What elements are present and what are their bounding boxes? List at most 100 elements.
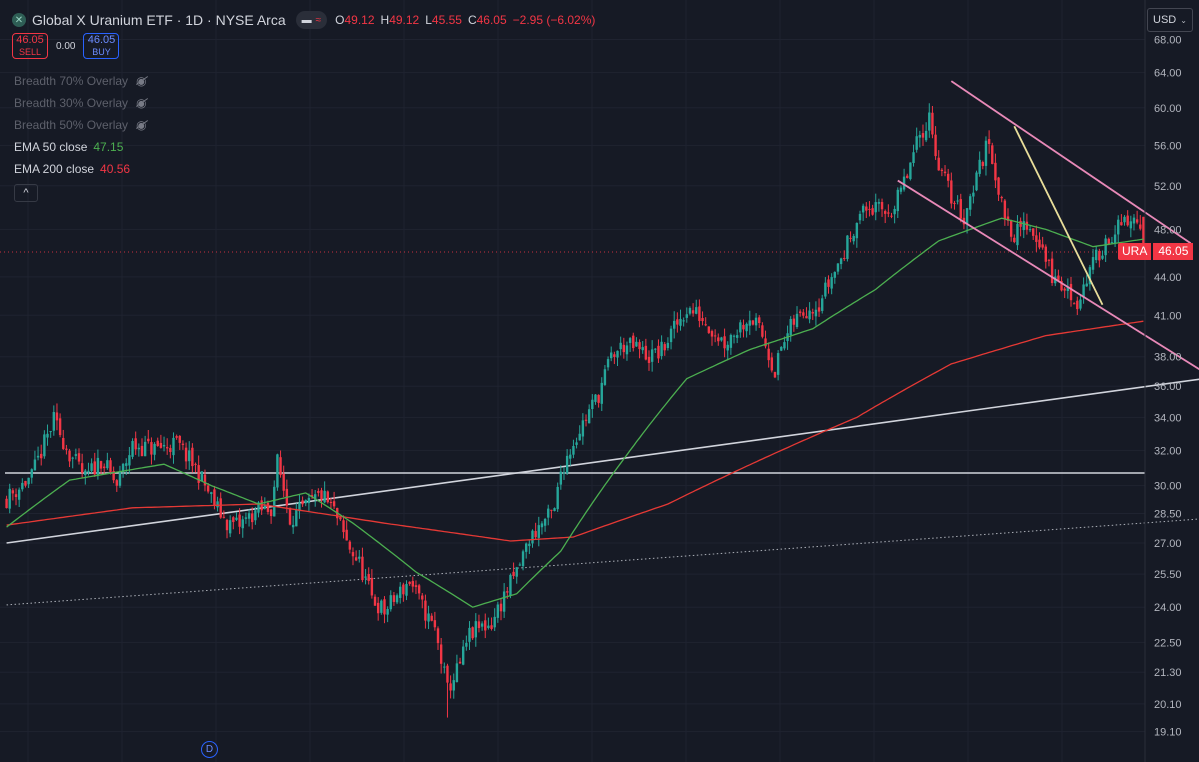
candle-body	[991, 145, 994, 164]
candle-body	[921, 133, 925, 138]
y-tick-label: 48.00	[1154, 224, 1182, 236]
eye-off-icon[interactable]: ◉	[136, 96, 147, 110]
candle-body	[644, 345, 648, 360]
y-tick-label: 30.00	[1154, 481, 1182, 493]
candle-body	[1038, 239, 1041, 248]
indicator-ema-200[interactable]: EMA 200 close 40.56	[14, 159, 130, 179]
sell-button[interactable]: 46.05 SELL	[12, 33, 48, 59]
candle-body	[339, 517, 342, 520]
candle-body	[619, 342, 622, 350]
candle-body	[553, 508, 556, 512]
symbol-logo-icon: ✕	[12, 13, 26, 27]
candle-body	[52, 412, 56, 431]
y-tick-label: 21.30	[1154, 667, 1182, 679]
candle-body	[899, 187, 903, 192]
candle-body	[49, 431, 52, 433]
candle-body	[1022, 221, 1025, 231]
candle-body	[370, 577, 374, 596]
candle-body	[827, 279, 830, 287]
indicator-label: EMA 200 close	[14, 162, 95, 176]
buy-button[interactable]: 46.05 BUY	[83, 33, 120, 59]
indicator-ema-50[interactable]: EMA 50 close 47.15	[14, 137, 123, 157]
candle-body	[427, 613, 430, 622]
candle-body	[965, 208, 969, 225]
candle-body	[880, 202, 884, 210]
candle-body	[288, 507, 292, 525]
candle-body	[169, 448, 172, 453]
candle-body	[424, 600, 427, 621]
collapse-legend-button[interactable]: ^	[14, 184, 38, 202]
candle-body	[273, 486, 276, 517]
candle-body	[295, 509, 298, 527]
candle-body	[468, 627, 471, 642]
candle-body	[411, 581, 415, 587]
candle-body	[1079, 299, 1082, 309]
ema-50-line	[6, 217, 1144, 608]
candle-body	[597, 394, 600, 403]
candle-body	[660, 341, 663, 357]
candle-body	[843, 258, 846, 260]
candle-body	[351, 552, 355, 557]
candle-body	[685, 314, 688, 318]
candle-body	[452, 680, 455, 691]
indicator-breadth-30[interactable]: Breadth 30% Overlay ◉	[14, 93, 147, 113]
candle-body	[153, 443, 156, 455]
price-axis: 68.00 64.00 60.00 56.00 52.00 48.00 44.00 41.00…	[1144, 0, 1182, 762]
candle-body	[43, 434, 46, 457]
buy-label: BUY	[92, 47, 111, 57]
candle-body	[594, 394, 597, 402]
symbol-title[interactable]: Global X Uranium ETF · 1D · NYSE Arca	[32, 12, 286, 28]
candle-body	[565, 455, 569, 474]
candle-body	[587, 409, 591, 424]
candle-body	[408, 581, 411, 584]
y-tick-label: 20.10	[1154, 699, 1182, 711]
candle-body	[795, 313, 799, 328]
candle-body	[323, 490, 326, 503]
dividend-marker[interactable]: D	[201, 741, 218, 758]
eye-off-icon[interactable]: ◉	[136, 118, 147, 132]
candle-body	[1003, 200, 1007, 220]
eye-off-icon[interactable]: ◉	[136, 74, 147, 88]
last-price-symbol: URA	[1118, 243, 1152, 260]
candle-body	[125, 463, 128, 466]
candle-body	[329, 501, 333, 503]
candle-body	[14, 494, 18, 498]
candle-body	[121, 463, 125, 473]
candle-body	[143, 441, 147, 457]
candle-body	[499, 603, 503, 612]
candle-body	[358, 556, 361, 559]
ohlc-low: L45.55	[425, 13, 462, 27]
visibility-toggle[interactable]: ▬ ≈	[295, 11, 328, 29]
candle-body	[805, 316, 808, 319]
candle-body	[934, 134, 937, 157]
y-tick-label: 44.00	[1154, 272, 1182, 284]
candle-body	[713, 335, 717, 337]
candle-body	[487, 625, 490, 628]
candle-body	[1107, 238, 1110, 245]
candle-body	[997, 177, 1000, 195]
wedge-line	[1013, 125, 1104, 306]
indicator-breadth-50[interactable]: Breadth 50% Overlay ◉	[14, 115, 147, 135]
candle-body	[304, 500, 307, 504]
candle-body	[814, 309, 818, 317]
candle-body	[90, 463, 93, 471]
candle-body	[509, 574, 512, 596]
candle-body	[789, 318, 792, 336]
candle-body	[1063, 288, 1066, 291]
candle-body	[940, 169, 944, 171]
candle-body	[654, 348, 657, 350]
currency-selector[interactable]: USD ⌄	[1147, 8, 1193, 32]
candle-body	[909, 162, 912, 180]
candle-body	[484, 620, 487, 631]
candle-body	[978, 159, 981, 174]
y-tick-label: 27.00	[1154, 538, 1182, 550]
candle-body	[729, 334, 733, 348]
indicator-breadth-70[interactable]: Breadth 70% Overlay ◉	[14, 71, 147, 91]
candle-body	[811, 312, 814, 314]
candle-body	[109, 460, 112, 472]
candle-body	[547, 508, 550, 518]
trendlines	[0, 251, 1199, 606]
candle-body	[1076, 300, 1079, 310]
candle-body	[846, 235, 849, 259]
